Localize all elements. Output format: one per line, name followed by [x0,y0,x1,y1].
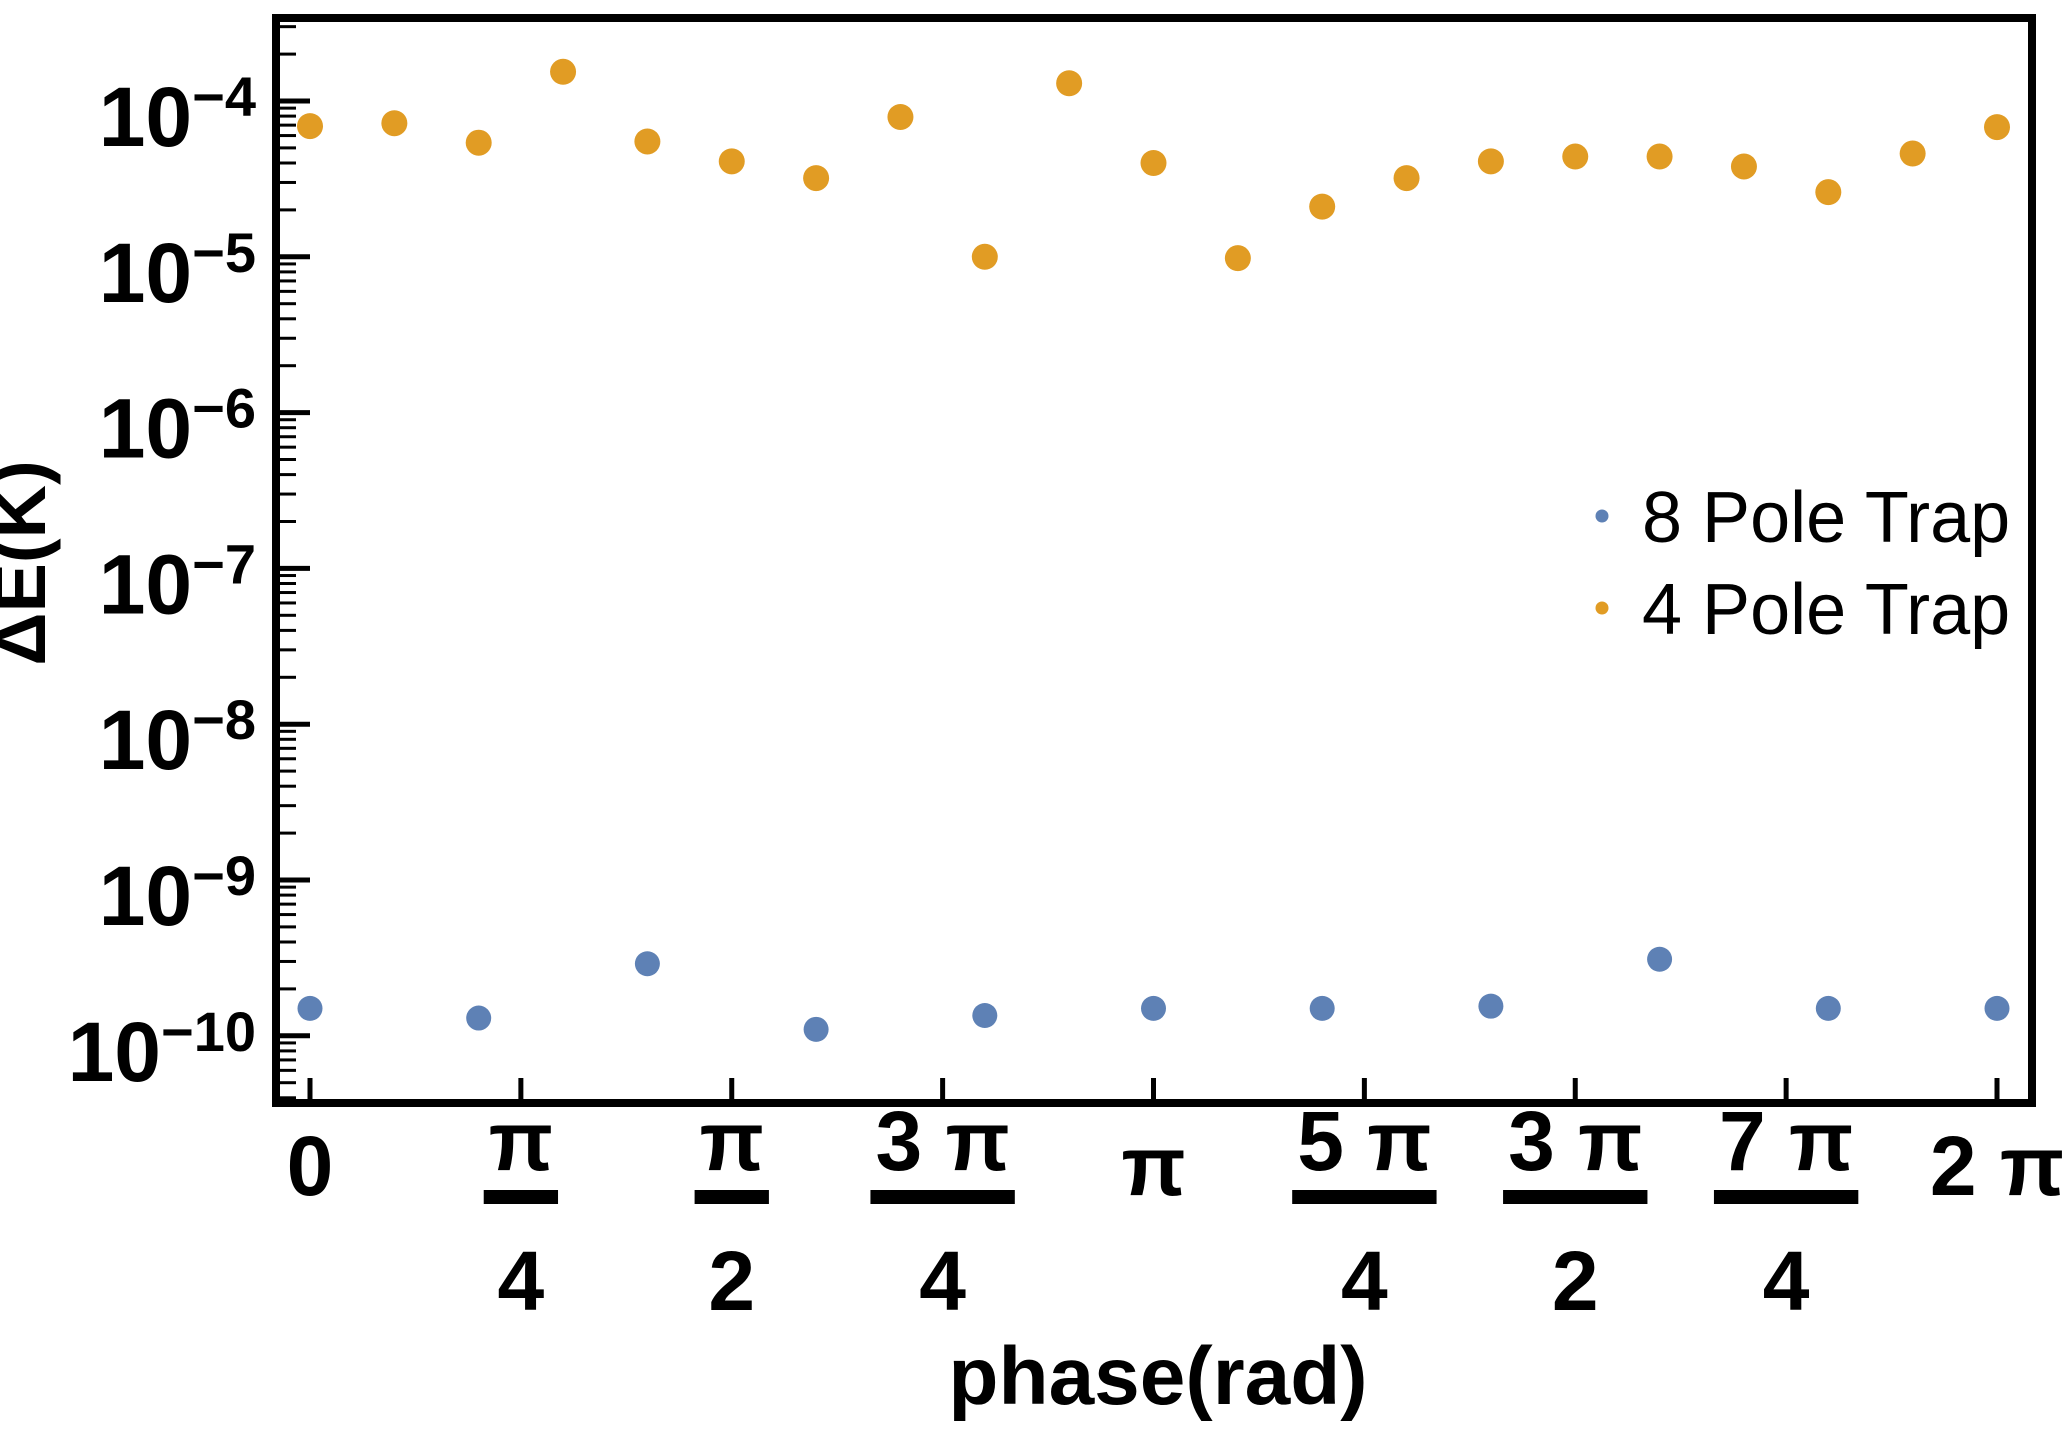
x-axis-title: phase(rad) [948,1331,1367,1422]
data-point-8-pole-trap [466,1005,492,1031]
x-axis-tick-label: 3 π2 [1503,1094,1648,1328]
data-point-4-pole-trap [550,58,577,85]
x-axis-tick-label: 2 π [1930,1119,2064,1213]
data-point-8-pole-trap [1647,946,1673,972]
x-axis-tick-label: 3 π4 [870,1094,1015,1328]
data-point-4-pole-trap [803,165,830,192]
data-point-4-pole-trap [1646,143,1673,170]
x-axis-tick-label: 7 π4 [1713,1094,1859,1328]
data-point-4-pole-trap [971,243,998,270]
x-tick-numerator: π [489,1094,553,1188]
data-point-8-pole-trap [297,995,323,1021]
x-axis-tick-label: 5 π4 [1292,1094,1437,1328]
data-point-4-pole-trap [465,129,492,156]
x-tick-numerator: 3 π [1508,1094,1642,1188]
data-point-4-pole-trap [1899,140,1926,167]
data-point-4-pole-trap [297,113,323,140]
data-point-8-pole-trap [972,1002,998,1028]
x-axis-tick-label: π4 [483,1094,559,1328]
y-axis-tick-label: 10−7 [99,532,256,631]
x-axis-tick-label: 0 [287,1119,334,1213]
legend-label-4-pole-trap: 4 Pole Trap [1642,570,2010,650]
x-tick-value: π [1121,1119,1185,1213]
data-point-4-pole-trap [1984,114,2011,141]
y-axis-tick-label: 10−4 [99,65,256,164]
data-point-4-pole-trap [1309,193,1336,220]
data-point-4-pole-trap [1730,153,1757,180]
x-tick-denominator: 2 [1552,1234,1599,1328]
data-point-8-pole-trap [803,1016,829,1042]
x-tick-value: 2 π [1930,1119,2064,1213]
fraction-bar [483,1190,559,1204]
fraction-bar [1503,1190,1648,1204]
x-tick-denominator: 4 [498,1234,545,1328]
data-point-8-pole-trap [1984,995,2010,1021]
y-axis-tick-label: 10−8 [99,688,256,787]
data-points [297,58,2011,1042]
data-point-8-pole-trap [1815,995,1841,1021]
x-axis-tick-label: π [1121,1119,1185,1213]
x-tick-denominator: 4 [1763,1234,1810,1328]
x-tick-value: 0 [287,1119,334,1213]
y-axis-tick-label: 10−9 [99,844,256,943]
legend: 8 Pole Trap 4 Pole Trap [1595,478,2010,650]
x-tick-numerator: 7 π [1719,1094,1853,1188]
y-axis-title: ΔE(K) [0,460,61,665]
x-axis-tick-label: π2 [694,1094,769,1328]
y-axis-tick-label: 10−5 [99,221,256,320]
x-tick-numerator: 3 π [875,1094,1009,1188]
data-point-4-pole-trap [1477,148,1504,175]
fraction-bar [1713,1190,1859,1204]
data-point-8-pole-trap [1141,995,1167,1021]
axis-ticks [280,25,2000,1100]
x-tick-numerator: π [700,1094,764,1188]
data-point-4-pole-trap [887,103,914,130]
data-point-4-pole-trap [1140,149,1167,176]
x-tick-denominator: 4 [919,1234,966,1328]
legend-label-8-pole-trap: 8 Pole Trap [1642,478,2010,558]
legend-marker-8-pole-trap [1595,509,1609,523]
y-axis-tick-label: 10−10 [68,1000,256,1099]
fraction-bar [1292,1190,1437,1204]
data-point-8-pole-trap [1309,995,1335,1021]
fraction-bar [870,1190,1015,1204]
data-point-4-pole-trap [718,148,745,175]
data-point-4-pole-trap [1056,70,1083,97]
data-point-4-pole-trap [381,110,408,137]
fraction-bar [694,1190,769,1204]
data-point-4-pole-trap [1562,143,1589,170]
data-point-4-pole-trap [1393,165,1420,192]
data-point-8-pole-trap [634,951,660,977]
data-point-8-pole-trap [1478,993,1504,1019]
plot-frame [272,14,2036,1107]
legend-marker-4-pole-trap [1595,601,1609,615]
data-point-4-pole-trap [1224,245,1251,272]
data-point-4-pole-trap [634,128,661,155]
x-tick-denominator: 4 [1341,1234,1388,1328]
y-axis-tick-label: 10−6 [99,377,256,476]
x-tick-denominator: 2 [708,1234,755,1328]
data-point-4-pole-trap [1815,179,1842,206]
x-tick-numerator: 5 π [1297,1094,1431,1188]
